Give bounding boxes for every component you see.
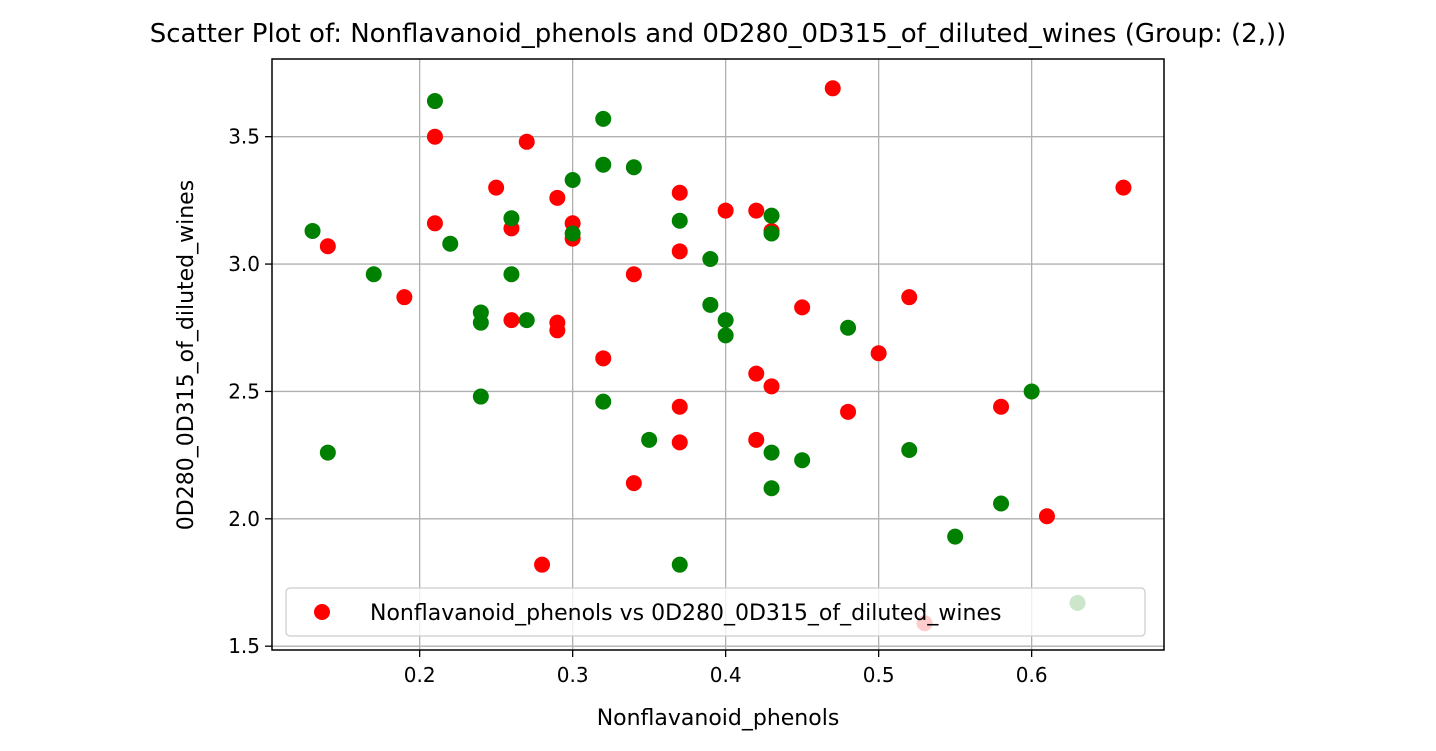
green-data-point xyxy=(702,296,719,313)
red-data-point xyxy=(993,398,1010,415)
red-data-point xyxy=(595,350,612,367)
grid-lines xyxy=(272,59,1164,650)
red-data-point xyxy=(549,189,566,206)
red-data-point xyxy=(763,378,780,395)
red-data-point xyxy=(503,312,520,329)
x-tick-label: 0.5 xyxy=(863,663,895,687)
green-data-point xyxy=(319,444,336,461)
green-data-point xyxy=(763,225,780,242)
axis-ticks: 0.2 0.3 0.4 0.5 0.6 1.5 2.0 2.5 3.0 3.5 xyxy=(228,125,1047,687)
green-data-point xyxy=(564,172,581,189)
red-data-point xyxy=(1038,508,1055,525)
red-data-point xyxy=(319,238,336,255)
red-data-point xyxy=(840,403,857,420)
red-data-point xyxy=(549,322,566,339)
red-data-point xyxy=(534,556,551,573)
red-data-point xyxy=(901,289,918,306)
red-data-point xyxy=(671,398,688,415)
y-tick-label: 3.5 xyxy=(228,125,260,149)
red-data-point xyxy=(870,345,887,362)
green-data-point xyxy=(518,312,535,329)
x-tick-label: 0.2 xyxy=(404,663,436,687)
green-data-point xyxy=(671,556,688,573)
red-data-point xyxy=(671,184,688,201)
red-data-point xyxy=(625,266,642,283)
x-tick-label: 0.4 xyxy=(710,663,742,687)
green-data-point xyxy=(1023,383,1040,400)
green-data-point xyxy=(595,393,612,410)
red-data-point xyxy=(671,243,688,260)
legend-marker-red xyxy=(314,604,330,620)
red-data-point xyxy=(396,289,413,306)
green-data-point xyxy=(702,250,719,267)
green-data-point xyxy=(503,210,520,227)
legend-entry-label: Nonflavanoid_phenols vs 0D280_0D315_of_d… xyxy=(370,601,1001,626)
green-data-point xyxy=(717,312,734,329)
y-tick-label: 2.5 xyxy=(228,379,260,403)
green-data-point xyxy=(564,225,581,242)
chart-title: Scatter Plot of: Nonflavanoid_phenols an… xyxy=(150,19,1287,49)
x-tick-label: 0.3 xyxy=(557,663,589,687)
green-data-point xyxy=(595,156,612,173)
green-data-point xyxy=(595,110,612,127)
red-data-point xyxy=(426,215,443,232)
y-tick-label: 3.0 xyxy=(228,252,260,276)
green-data-point xyxy=(671,212,688,229)
red-data-point xyxy=(824,80,841,97)
green-data-point xyxy=(641,431,658,448)
red-data-point xyxy=(671,434,688,451)
green-data-point xyxy=(503,266,520,283)
legend: Nonflavanoid_phenols vs 0D280_0D315_of_d… xyxy=(285,587,1146,637)
red-data-point xyxy=(518,133,535,150)
green-data-point xyxy=(763,480,780,497)
green-data-point xyxy=(426,93,443,110)
y-axis-label: 0D280_0D315_of_diluted_wines xyxy=(174,180,199,530)
red-data-point xyxy=(748,202,765,219)
green-data-point xyxy=(304,222,321,239)
green-data-point xyxy=(993,495,1010,512)
y-tick-label: 2.0 xyxy=(228,507,260,531)
data-points xyxy=(304,80,1132,632)
x-tick-label: 0.6 xyxy=(1016,663,1048,687)
red-data-point xyxy=(625,475,642,492)
x-axis-label: Nonflavanoid_phenols xyxy=(597,706,840,731)
red-data-point xyxy=(488,179,505,196)
green-data-point xyxy=(717,327,734,344)
green-data-point xyxy=(442,235,459,252)
red-data-point xyxy=(1115,179,1132,196)
red-data-point xyxy=(717,202,734,219)
green-data-point xyxy=(763,444,780,461)
legend-box xyxy=(285,587,1146,637)
y-tick-label: 1.5 xyxy=(228,634,260,658)
plot-area-frame xyxy=(271,58,1165,651)
red-data-point xyxy=(748,365,765,382)
green-data-point xyxy=(901,442,918,459)
green-data-point xyxy=(840,319,857,336)
red-data-point xyxy=(794,299,811,316)
red-data-point xyxy=(426,128,443,145)
green-data-point xyxy=(472,388,489,405)
green-data-point xyxy=(472,314,489,331)
red-data-point xyxy=(748,431,765,448)
green-data-point xyxy=(365,266,382,283)
green-data-point xyxy=(794,452,811,469)
green-data-point xyxy=(625,159,642,176)
green-data-point xyxy=(763,207,780,224)
green-data-point xyxy=(947,528,964,545)
